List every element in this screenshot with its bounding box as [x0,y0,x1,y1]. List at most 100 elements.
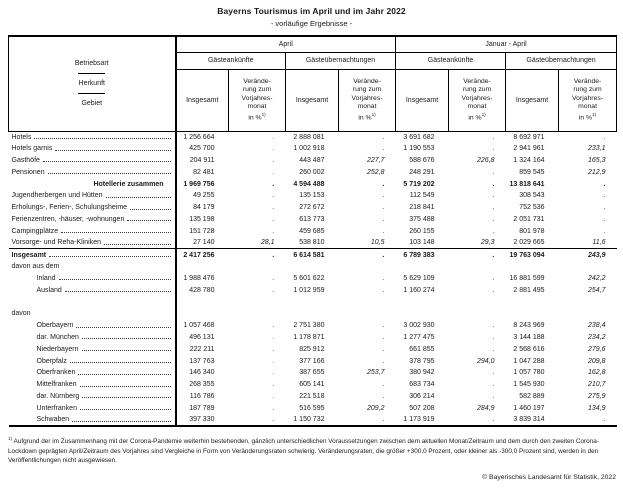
header-row-groups: Betriebsart Herkunft Gebiet April Januar - A… [8,35,618,132]
total-value-cell: 116 786 [189,392,215,400]
stub-divider [78,73,106,75]
row-label: Inland [9,275,174,282]
row-label-text: Unterfranken [36,404,77,412]
dotted-leader [81,350,171,352]
row-label-text: Schwaben [36,416,70,424]
table-row: davon [8,307,617,320]
row-label: Campingplätze [9,228,174,235]
empty-value-cell [176,308,617,320]
dotted-leader [58,279,171,281]
total-value-cell: 1 324 164 [513,156,545,164]
total-value-cell: 1 190 553 [403,145,435,153]
measure-header-total: Insgesamt [395,68,450,132]
change-value-cell: . [603,204,606,212]
total-value-cell: 538 810 [299,239,325,247]
row-label-text: Jugendherbergen und Hütten [11,192,103,200]
total-value-cell: 1 969 756 [183,180,215,188]
row-label-cell: davon [8,307,177,320]
change-value-cell: . [382,392,385,400]
measure-header-change: Verände-rung zum Vorjahres-monat in %1) [337,68,397,132]
total-value-cell: 3 002 930 [403,322,435,330]
row-label: Vorsorge- und Reha-Kliniken [9,239,174,246]
total-value-cell: 752 536 [519,204,545,212]
row-label-cell: Mittelfranken [8,378,177,391]
total-value-cell: 222 211 [189,345,215,353]
dotted-leader [78,373,171,375]
row-label: Ferienzentren, -häuser, -wohnungen [9,216,174,223]
change-value-cell: 242,2 [587,274,606,282]
change-value-cell: . [272,322,275,330]
total-value-cell: 306 214 [409,392,435,400]
table-row: Inland 1 988 476. 5 601 622. 5 629 109. 16 8… [8,272,617,285]
table-row: Oberpfalz 137 763. 377 166. 378 795 294,0 1 0… [8,355,617,367]
total-value-cell: 248 291 [409,168,435,176]
total-value-cell: 1 460 197 [513,404,545,412]
dotted-leader [82,397,171,399]
change-value-cell: . [448,248,506,261]
total-value-cell: 151 728 [189,227,215,235]
dotted-leader [76,326,171,328]
change-value-cell: . [492,333,495,341]
table-row: Hotels garnis 425 700. 1 002 918. 1 190 553… [8,142,617,155]
row-label-cell: Oberbayern [8,319,177,332]
total-value-cell: 2 881 495 [513,286,545,294]
total-value-cell: 308 543 [519,192,545,200]
total-value-cell: 135 198 [189,215,215,223]
total-value-cell: 5 629 109 [403,274,435,282]
change-value-cell: 212,9 [587,168,606,176]
stub-header-label: Gebiet [81,100,103,108]
change-value-cell: . [492,322,495,330]
header-row-subgroups: Gästeankünfte Gästeübernachtungen Gästeank… [9,51,618,70]
total-value-cell: 661 855 [409,345,435,353]
stub-divider [78,93,106,95]
change-unit-line: in %1) [229,112,285,123]
total-value-cell: 6 789 383 [395,248,449,261]
row-label-text: Hotels garnis [11,145,53,153]
table-row: Hotels 1 256 664. 2 888 081. 3 691 682. 8 69… [8,131,617,143]
measure-header-change-text: Verände-rung zum Vorjahres-monat in %1) [559,78,616,123]
change-value-cell: . [603,416,606,424]
row-label-text: Gasthöfe [11,156,40,164]
footnote-ref: 1) [261,111,266,117]
table-row: Mittelfranken 268 355. 605 141. 683 734. 1 5… [8,378,617,391]
copyright-notice: © Bayerisches Landesamt für Statistik, 2… [482,473,616,481]
change-value-cell: . [272,274,275,282]
total-value-cell: 516 595 [299,404,325,412]
change-value-cell: . [272,215,275,223]
change-value-cell: . [603,180,606,188]
table-row: Ausland 428 780. 1 012 959. 1 160 274. 2 881… [8,284,617,297]
change-value-cell: . [382,333,385,341]
row-label: Mittelfranken [9,381,174,388]
measure-header-change-text: Verände-rung zum Vorjahres-monat in %1) [229,78,285,123]
row-label: Oberfranken [9,369,174,376]
total-value-cell: 375 488 [409,215,435,223]
change-value-cell: . [382,381,385,389]
change-value-cell: . [382,416,385,424]
table-row: Niederbayern 222 211. 825 912. 661 855. 2 56… [8,343,617,356]
total-value-cell: 825 912 [299,345,325,353]
change-value-cell: 243,9 [558,248,617,261]
total-value-cell: 801 978 [519,227,545,235]
measure-header-change-text: Verände-rung zum Vorjahres-monat in %1) [449,78,505,123]
change-value-cell: 28,1 [260,239,275,247]
change-value-cell: . [382,180,385,188]
row-label-cell: davon aus dem [8,260,177,273]
row-label-text: Oberbayern [36,322,74,330]
change-value-cell: . [272,357,275,365]
total-value-cell: 605 141 [299,381,325,389]
row-label: davon aus dem [9,263,174,270]
total-value-cell: 204 911 [189,156,215,164]
total-value-cell: 1 277 475 [403,333,435,341]
change-value-cell: . [382,357,385,365]
total-value-cell: 13 818 641 [509,180,545,188]
change-label-line: Vorjahres- [241,94,273,102]
total-value-cell: 82 481 [193,168,215,176]
measure-header-change: Verände-rung zum Vorjahres-monat in %1) [558,68,618,132]
row-label: Hotellerie zusammen [9,181,174,188]
row-label-text: Ausland [36,286,62,294]
row-label-text: dar. München [36,333,79,341]
total-value-cell: 1 256 664 [183,133,215,141]
change-label-line: rung zum [573,86,602,94]
change-value-cell: 162,8 [587,369,606,377]
change-unit: in % [248,113,262,121]
